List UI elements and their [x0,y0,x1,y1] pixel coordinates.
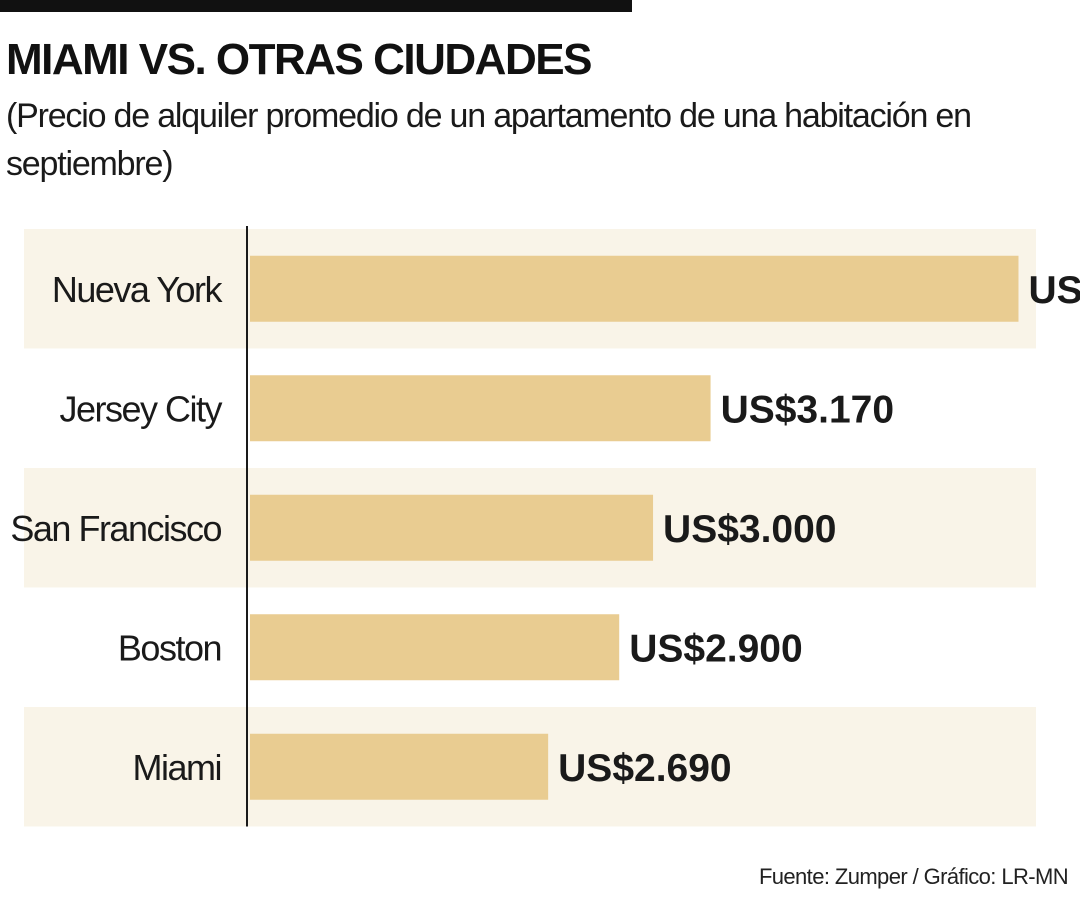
category-label: Miami [133,747,222,788]
category-label: Jersey City [59,388,222,429]
category-label: Boston [118,627,221,668]
chart-subtitle: (Precio de alquiler promedio de un apart… [6,97,972,183]
value-label: US$3.170 [721,388,894,431]
bar-miami [250,733,549,800]
value-label: US$3.000 [663,508,836,551]
category-label: Nueva York [52,269,224,310]
bar-nueva-york [250,255,1019,322]
value-label: US$4.080 [1028,269,1080,312]
value-label: US$2.900 [629,627,802,670]
chart-title: MIAMI VS. OTRAS CIUDADES [6,35,592,84]
bar-jersey-city [250,375,711,442]
bar-boston [250,614,620,681]
bar-san-francisco [250,494,654,561]
source-note: Fuente: Zumper / Gráfico: LR-MN [758,864,1069,889]
value-label: US$2.690 [558,747,731,790]
top-rule [0,0,632,12]
category-label: San Francisco [10,508,221,549]
